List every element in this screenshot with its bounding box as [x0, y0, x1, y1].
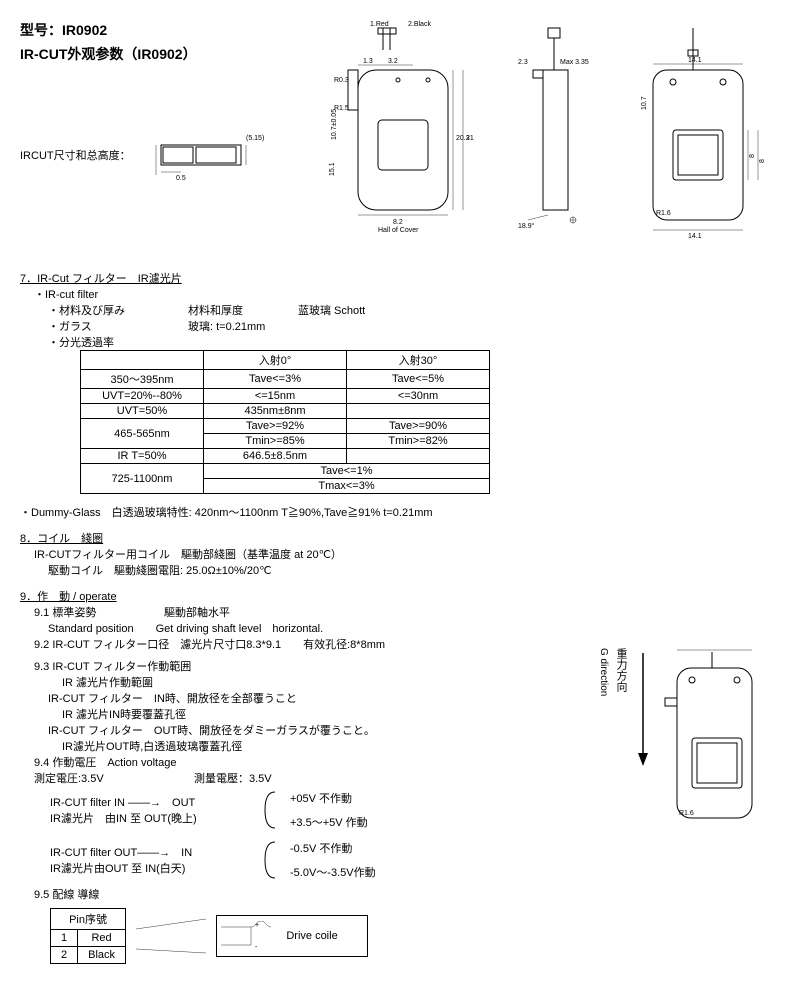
s9-heading: 9．作 動 / operate [20, 588, 588, 604]
out-in-1b: IR濾光片由OUT 至 IN(白天) [50, 860, 250, 876]
s7-l2a: ・材料及び厚み [48, 302, 178, 318]
svg-text:8: 8 [759, 159, 766, 163]
in-out-1b: IR濾光片 由IN 至 OUT(晚上) [50, 810, 250, 826]
s95: 9.5 配線 導線 [34, 886, 588, 902]
svg-text:14.1: 14.1 [707, 648, 721, 650]
s7-heading: 7．IR-Cut フィルター IR濾光片 [20, 270, 768, 286]
section-8: 8．コイル 綫圏 IR-CUTフィルター用コイル 驅動部綫圏（基準温度 at 2… [20, 530, 768, 578]
svg-text:18.9°: 18.9° [518, 222, 535, 230]
svg-text:R1.6: R1.6 [679, 810, 694, 817]
svg-text:1.Red: 1.Red [370, 21, 389, 28]
svg-text:2.3: 2.3 [518, 59, 528, 66]
svg-text:Hall of Cover: Hall of Cover [378, 227, 419, 234]
s7-l3b: 玻璃: t=0.21mm [188, 318, 265, 334]
svg-text:14.1: 14.1 [688, 57, 702, 64]
out-in-1: IR-CUT filter OUT——→ IN [50, 844, 250, 860]
spec-table: 入射0°入射30° 350～395nmTave<=3%Tave<=5% UVT=… [80, 350, 490, 494]
s91a: 9.1 標準姿勢 [34, 604, 154, 620]
s93c: IR 濾光片IN時要覆蓋孔徑 [62, 706, 588, 722]
s93d: IR-CUT フィルター OUT時、開放径をダミーガラスが覆うこと。 [48, 722, 588, 738]
v3: -0.5V 不作動 [290, 840, 376, 856]
dims-label: IRCUT尺寸和总高度： [20, 147, 131, 163]
pin-table: Pin序號 1Red 2Black [50, 908, 126, 964]
coil-label: Drive coile [286, 930, 337, 942]
v4: -5.0V～-3.5V作動 [290, 864, 376, 880]
s93e: IR濾光片OUT時,白透過玻璃覆蓋孔徑 [62, 738, 588, 754]
s7-l3a: ・ガラス [48, 318, 178, 334]
s93a: IR 濾光片作動範圍 [62, 674, 588, 690]
svg-text:Max 3.35: Max 3.35 [560, 59, 589, 66]
model-label: 型号：IR0902 [20, 20, 197, 40]
svg-text:-: - [255, 944, 258, 951]
svg-text:10.7: 10.7 [641, 96, 648, 110]
top-drawings: 1.Red2.Black 1.33.2 R0.3 R1.5 20.3 21 10… [328, 20, 768, 240]
svg-text:3.2: 3.2 [388, 58, 398, 65]
s94a: 測定電圧:3.5V [34, 770, 184, 786]
coil-box: + - Drive coile [216, 915, 368, 957]
v1: +05V 不作動 [290, 790, 368, 806]
svg-text:15.1: 15.1 [329, 162, 336, 176]
dummy-glass: ・Dummy-Glass 白透過玻璃特性: 420nm～1100nm T≧90%… [20, 504, 768, 520]
page-title: IR-CUT外观参数（IR0902） [20, 44, 197, 64]
s94: 9.4 作動電圧 Action voltage [34, 754, 588, 770]
s8-heading: 8．コイル 綫圏 [20, 530, 768, 546]
s94b: 測量電壓：3.5V [194, 770, 272, 786]
svg-text:(5.15): (5.15) [246, 135, 264, 142]
v2: +3.5～+5V 作動 [290, 814, 368, 830]
svg-text:8.2: 8.2 [393, 219, 403, 226]
svg-text:1.3: 1.3 [363, 58, 373, 65]
small-side-drawing: (5.15) 0.5 [151, 120, 271, 190]
s91b: 驅動部軸水平 [164, 604, 230, 620]
section-7: 7．IR-Cut フィルター IR濾光片 ・IR-cut filter ・材料及… [20, 270, 768, 520]
in-out-1: IR-CUT filter IN ——→ OUT [50, 794, 250, 810]
s8-l1: IR-CUTフィルター用コイル 驅動部綫圏（基準温度 at 20℃） [34, 546, 768, 562]
s7-l4: ・分光透過率 [48, 334, 768, 350]
s92: 9.2 IR-CUT フィルター口径 濾光片尺寸口8.3*9.1 有效孔径:8*… [34, 636, 588, 652]
svg-text:R0.3: R0.3 [334, 77, 349, 84]
s7-line1: ・IR-cut filter [34, 286, 768, 302]
g-cn: 重力方向 [615, 648, 627, 692]
svg-text:21: 21 [466, 135, 474, 142]
svg-text:+: + [255, 922, 259, 929]
svg-text:2.Black: 2.Black [408, 21, 431, 28]
s8-l2: 駆動コイル 驅動綫圏電阻: 25.0Ω±10%/20℃ [48, 562, 768, 578]
section-9-text: 9．作 動 / operate 9.1 標準姿勢 驅動部軸水平 Standard… [20, 588, 588, 964]
s7-l2b: 材料和厚度 [188, 302, 288, 318]
g-direction-drawing: G direction 重力方向 14.1 R1.6 [598, 648, 768, 964]
g-en: G direction [598, 648, 609, 696]
svg-text:8: 8 [749, 154, 756, 158]
svg-text:0.5: 0.5 [176, 175, 186, 182]
svg-text:R1.6: R1.6 [656, 210, 671, 217]
s91c: Standard position Get driving shaft leve… [48, 620, 588, 636]
svg-text:14.1: 14.1 [688, 233, 702, 240]
s7-l2c: 蓝玻璃 Schott [298, 302, 365, 318]
svg-text:10.7±0.05: 10.7±0.05 [331, 109, 338, 140]
s93: 9.3 IR-CUT フィルター作動範囲 [34, 658, 588, 674]
wire-lines [136, 911, 206, 961]
s93b: IR-CUT フィルター IN時、開放径を全部覆うこと [48, 690, 588, 706]
